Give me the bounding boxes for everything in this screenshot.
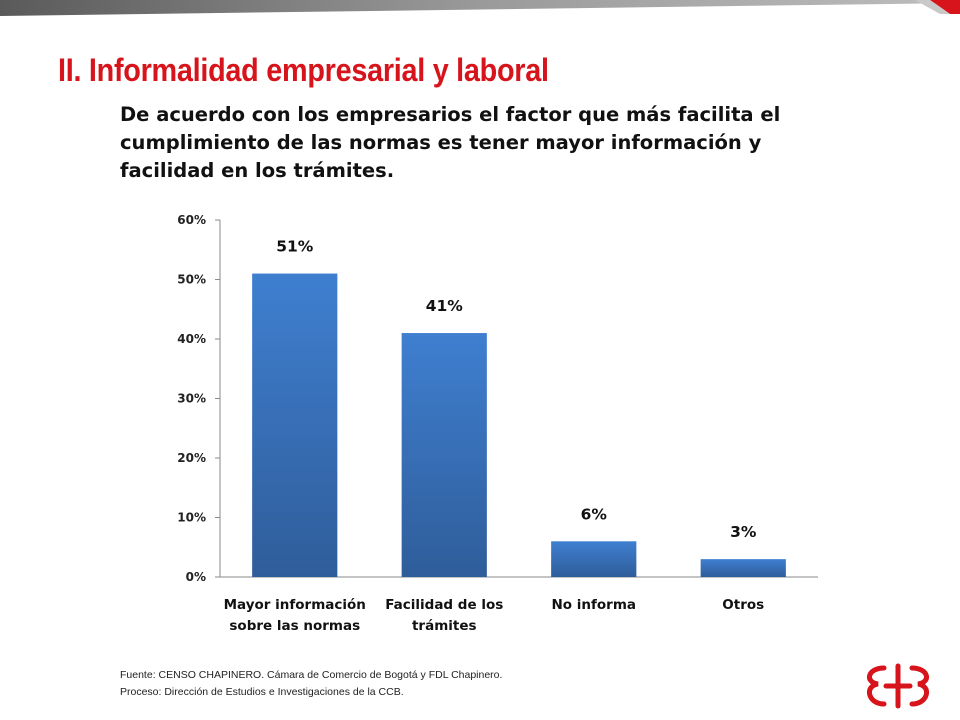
category-label: trámites bbox=[412, 618, 477, 634]
y-tick-label: 50% bbox=[177, 273, 206, 287]
data-labels: 51% 41% 6% 3% bbox=[276, 238, 757, 542]
category-label: Facilidad de los bbox=[385, 597, 503, 613]
bars bbox=[252, 273, 786, 577]
y-tick-label: 10% bbox=[177, 511, 206, 525]
category-labels: Mayor información sobre las normas Facilid… bbox=[224, 597, 765, 634]
y-tick-label: 20% bbox=[177, 451, 206, 465]
bar bbox=[551, 541, 637, 577]
bar bbox=[252, 273, 338, 577]
bar bbox=[401, 333, 487, 577]
source-note: Fuente: CENSO CHAPINERO. Cámara de Comer… bbox=[120, 667, 502, 701]
category-label: No informa bbox=[552, 597, 637, 613]
category-label: sobre las normas bbox=[229, 618, 360, 634]
data-label: 3% bbox=[730, 523, 757, 541]
y-tick-label: 0% bbox=[186, 570, 206, 584]
source-line: Fuente: CENSO CHAPINERO. Cámara de Comer… bbox=[120, 669, 503, 681]
y-tick-label: 30% bbox=[177, 392, 206, 406]
data-label: 41% bbox=[426, 297, 464, 315]
data-label: 51% bbox=[276, 238, 314, 256]
ccb-logo-icon bbox=[867, 663, 929, 709]
y-tick-label: 40% bbox=[177, 332, 206, 346]
bar-chart: 0% 10% 20% 30% 40% 50% 60% 51% 41% 6% 3% Mayor in… bbox=[177, 213, 818, 634]
top-band bbox=[0, 0, 960, 16]
category-label: Otros bbox=[722, 597, 764, 613]
chart-subtitle: De acuerdo con los empresarios el factor… bbox=[120, 103, 781, 182]
process-line: Proceso: Dirección de Estudios e Investi… bbox=[120, 686, 404, 698]
data-label: 6% bbox=[581, 505, 608, 523]
category-label: Mayor información bbox=[224, 597, 366, 613]
page-title: II. Informalidad empresarial y laboral bbox=[58, 52, 549, 88]
y-tick-label: 60% bbox=[177, 213, 206, 227]
bar bbox=[700, 559, 786, 577]
